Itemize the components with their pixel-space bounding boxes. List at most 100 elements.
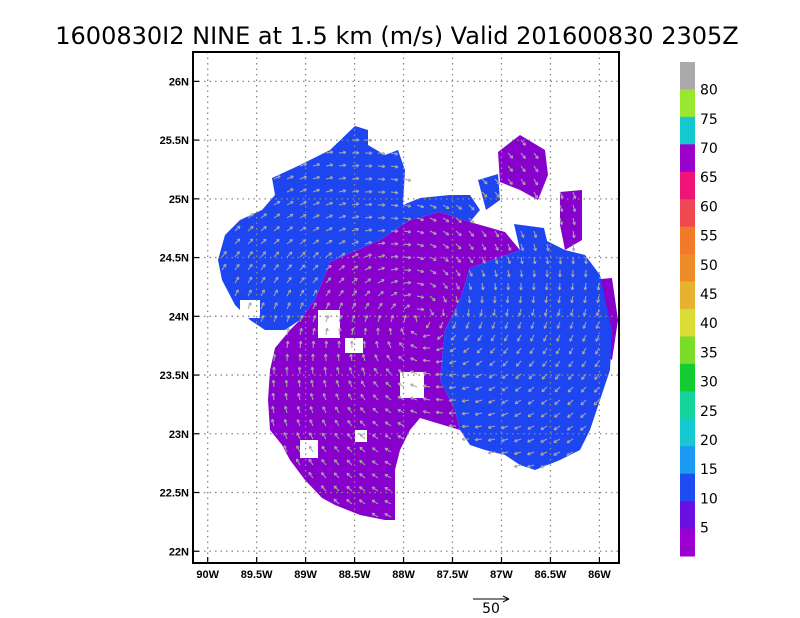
- wind-vector: [397, 435, 405, 440]
- wind-vector: [517, 334, 522, 342]
- wind-vector-shaft: [582, 347, 587, 355]
- wind-vector-head: [407, 293, 412, 297]
- wind-vector: [520, 139, 527, 146]
- wind-vector: [273, 238, 280, 245]
- wind-vector: [474, 399, 483, 404]
- wind-vector-shaft: [436, 360, 444, 363]
- wind-vector-head: [321, 445, 325, 450]
- wind-vector-head: [295, 458, 300, 462]
- data-gap: [402, 470, 416, 490]
- wind-vector: [335, 393, 340, 401]
- wind-vector: [448, 373, 457, 377]
- wind-vector-shaft: [476, 347, 483, 354]
- wind-vector-shaft: [572, 243, 575, 252]
- wind-vector-shaft: [359, 473, 366, 479]
- wind-vector-shaft: [385, 368, 392, 375]
- wind-vector: [286, 188, 294, 193]
- wind-vector-shaft: [468, 217, 475, 224]
- wind-vector: [455, 204, 463, 210]
- wind-vector-shaft: [384, 487, 392, 492]
- wind-vector: [506, 282, 511, 291]
- wind-vector: [297, 379, 302, 388]
- wind-vector: [429, 217, 437, 222]
- wind-vector: [310, 379, 314, 388]
- wind-vector: [533, 243, 537, 252]
- wind-vector: [312, 252, 319, 258]
- wind-vector-head: [448, 398, 452, 403]
- wind-vector-head: [529, 350, 533, 355]
- wind-vector-shaft: [429, 243, 437, 248]
- wind-vector-shaft: [403, 256, 412, 259]
- wind-vector-shaft: [372, 434, 379, 440]
- wind-vector-shaft: [283, 445, 288, 453]
- wind-vector: [528, 373, 535, 380]
- wind-vector-shaft: [527, 451, 535, 455]
- reference-vector-label: 50: [482, 601, 500, 617]
- wind-vector-head: [382, 215, 386, 220]
- wind-vector: [247, 276, 253, 284]
- wind-vector-head: [302, 239, 307, 243]
- wind-vector: [312, 302, 317, 310]
- wind-vector-head: [384, 408, 389, 412]
- wind-vector-shaft: [348, 380, 353, 388]
- wind-vector: [296, 445, 301, 453]
- wind-vector: [533, 191, 538, 199]
- wind-vector-shaft: [337, 353, 340, 362]
- wind-vector-head: [444, 285, 448, 289]
- wind-vector-shaft: [346, 472, 353, 479]
- wind-vector: [334, 432, 340, 440]
- wind-vector: [325, 277, 332, 284]
- wind-vector-shaft: [596, 308, 600, 316]
- wind-vector: [361, 353, 366, 362]
- wind-vector-shaft: [481, 282, 484, 290]
- wind-vector: [272, 353, 277, 362]
- wind-vector-shaft: [553, 438, 561, 443]
- wind-vector: [584, 256, 588, 265]
- wind-vector-shaft: [296, 419, 301, 427]
- wind-vector: [475, 360, 483, 366]
- wind-vector-head: [309, 392, 314, 397]
- wind-vector: [384, 408, 392, 414]
- wind-vector: [581, 373, 587, 380]
- wind-vector: [582, 347, 587, 355]
- wind-vector-shaft: [375, 341, 379, 349]
- wind-vector-shaft: [450, 334, 457, 341]
- wind-vector-head: [526, 464, 531, 469]
- wind-vector: [559, 191, 564, 199]
- wind-vector-head: [408, 280, 412, 285]
- wind-vector-head: [422, 358, 427, 363]
- chart-title: 1600830I2 NINE at 1.5 km (m/s) Valid 201…: [55, 22, 738, 50]
- wind-vector: [500, 438, 509, 443]
- wind-vector: [390, 164, 399, 169]
- wind-vector-head: [394, 279, 399, 284]
- wind-vector-shaft: [597, 295, 600, 303]
- wind-vector-head: [559, 208, 564, 212]
- wind-vector: [297, 366, 302, 375]
- wind-vector: [377, 254, 386, 258]
- wind-vector: [514, 412, 522, 417]
- wind-vector-shaft: [442, 256, 449, 262]
- wind-vector-shaft: [490, 347, 496, 354]
- wind-vector-shaft: [286, 251, 293, 258]
- wind-vector-shaft: [517, 334, 522, 342]
- wind-vector-shaft: [527, 464, 535, 468]
- wind-vector-head: [463, 349, 467, 354]
- wind-vector-shaft: [442, 217, 450, 223]
- wind-vector-head: [356, 138, 360, 142]
- wind-vector-head: [342, 240, 346, 244]
- wind-vector-shaft: [364, 266, 372, 271]
- wind-vector-shaft: [481, 243, 487, 251]
- wind-vector: [299, 264, 306, 271]
- wind-vector-head: [435, 397, 439, 402]
- wind-vector: [384, 421, 392, 427]
- wind-vector-head: [556, 312, 561, 317]
- wind-vector-head: [223, 251, 227, 255]
- wind-vector-shaft: [455, 282, 460, 290]
- wind-vector-shaft: [364, 216, 372, 219]
- wind-vector-head: [315, 252, 319, 256]
- wind-vector: [506, 269, 511, 278]
- wind-vector-head: [580, 401, 585, 406]
- wind-vector-shaft: [529, 347, 535, 355]
- wind-vector: [491, 321, 496, 329]
- wind-vector-head: [553, 414, 558, 418]
